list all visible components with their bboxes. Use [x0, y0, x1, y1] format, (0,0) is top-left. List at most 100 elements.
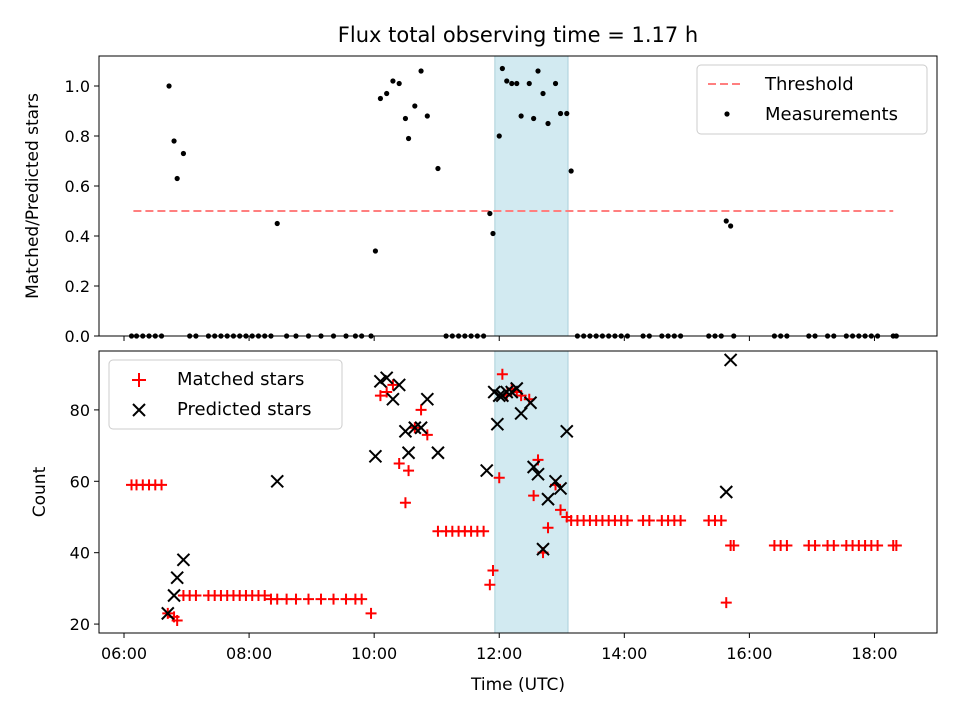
matched-star-point — [487, 565, 499, 577]
bottom-xtick-label: 14:00 — [601, 644, 647, 663]
top-legend-box — [696, 64, 928, 135]
predicted-star-point — [541, 492, 555, 506]
bottom-plot-frame — [98, 350, 938, 634]
legend-predicted-swatch — [132, 403, 146, 417]
bottom-xaxis: 06:00 08:00 10:00 12:00 14:00 16:00 18:00 — [101, 633, 898, 663]
measurement-point — [435, 165, 441, 172]
matched-star-point — [271, 593, 283, 605]
predicted-star-point — [492, 388, 506, 403]
predicted-star-point — [170, 570, 184, 585]
matched-star-point — [328, 593, 340, 605]
matched-star-point — [675, 515, 687, 527]
predicted-star-point — [270, 474, 284, 488]
matched-star-point — [781, 540, 793, 552]
measurement-point — [274, 220, 280, 227]
measurement-point — [424, 113, 430, 119]
predicted-star-point — [510, 381, 524, 396]
top-ytick-label: 0.0 — [65, 327, 90, 346]
matched-star-point — [728, 540, 740, 552]
measurement-point — [728, 223, 734, 229]
measurement-point — [552, 80, 559, 87]
matched-star-point — [484, 579, 496, 591]
predicted-star-point — [398, 424, 413, 439]
predicted-star-point — [560, 424, 574, 439]
matched-star-point — [493, 472, 505, 484]
bottom-xtick-label: 12:00 — [476, 644, 522, 663]
matched-star-point — [171, 615, 183, 627]
measurement-point — [377, 95, 384, 102]
top-legend: Threshold Measurements — [696, 64, 928, 135]
predicted-star-point — [526, 460, 541, 474]
matched-star-point — [393, 457, 405, 469]
predicted-star-point — [531, 467, 545, 481]
bottom-ylabel: Count — [30, 466, 50, 517]
measurement-point — [509, 80, 515, 87]
bottom-legend: Matched stars Predicted stars — [108, 359, 343, 430]
matched-star-point — [259, 590, 271, 602]
matched-star-point — [190, 590, 202, 602]
matched-star-point — [496, 368, 508, 380]
predicted-star-point — [553, 481, 568, 496]
bottom-xtick-label: 06:00 — [101, 644, 147, 663]
measurement-point — [171, 138, 177, 144]
matched-star-point — [542, 522, 554, 534]
bottom-xlabel: Time (UTC) — [470, 675, 565, 695]
measurement-point — [514, 80, 520, 87]
matched-star-point — [809, 540, 821, 552]
predicted-star-point — [719, 485, 733, 499]
measurement-point — [418, 68, 424, 74]
predicted-star-point — [490, 417, 505, 431]
predicted-star-point — [408, 421, 422, 435]
matched-star-point — [478, 525, 490, 537]
matched-star-point — [303, 593, 314, 605]
legend-predicted-label: Predicted stars — [177, 399, 311, 420]
legend-measurements-swatch — [724, 111, 730, 117]
measurement-point — [412, 103, 418, 109]
bottom-yaxis: 20 40 60 80 — [70, 401, 99, 634]
top-ytick-label: 0.4 — [65, 227, 90, 246]
measurement-point — [564, 110, 570, 117]
legend-threshold-label: Threshold — [764, 74, 854, 95]
matched-star-point — [340, 593, 352, 605]
predicted-star-point — [548, 474, 563, 488]
measurement-point — [557, 110, 564, 117]
measurement-point — [402, 115, 409, 122]
measurement-point — [568, 168, 574, 174]
matched-star-point — [374, 390, 386, 402]
top-ytick-label: 1.0 — [65, 77, 90, 96]
top-shaded-span — [494, 55, 569, 337]
top-ytick-label: 0.8 — [65, 127, 90, 146]
measurement-point — [396, 80, 402, 87]
bottom-panel: 20 40 60 80 06:00 08:00 10:00 12:00 14:00 16:00 1… — [30, 350, 938, 695]
bottom-ytick-label: 20 — [70, 615, 90, 634]
top-ytick-label: 0.2 — [65, 277, 90, 296]
top-ylabel: Matched/Predicted stars — [23, 93, 43, 299]
matched-star-point — [720, 597, 732, 609]
bottom-points-layer — [126, 353, 902, 627]
top-panel: Flux total observing time = 1.17 h 0.00.… — [23, 23, 938, 346]
matched-star-point — [156, 479, 168, 491]
matched-star-point — [621, 515, 633, 527]
predicted-star-point — [523, 396, 538, 410]
measurement-point — [499, 65, 505, 72]
measurement-point — [496, 133, 502, 139]
measurement-point — [723, 218, 729, 224]
predicted-star-point — [386, 392, 400, 406]
matched-star-point — [421, 429, 433, 441]
legend-measurements-label: Measurements — [765, 104, 898, 125]
measurement-point — [180, 150, 187, 157]
predicted-star-point — [723, 353, 738, 367]
matched-star-point — [381, 386, 393, 398]
matched-star-point — [365, 607, 377, 619]
top-xaxis-ticks — [123, 336, 875, 341]
measurement-point — [174, 175, 180, 182]
matched-star-point — [290, 593, 302, 605]
bottom-ytick-label: 80 — [70, 401, 90, 420]
measurement-point — [166, 83, 172, 89]
bottom-ytick-label: 60 — [70, 472, 90, 491]
top-plot-frame — [98, 55, 938, 337]
measurement-point — [535, 68, 541, 74]
matched-star-point — [387, 379, 399, 391]
predicted-star-point — [379, 371, 394, 385]
